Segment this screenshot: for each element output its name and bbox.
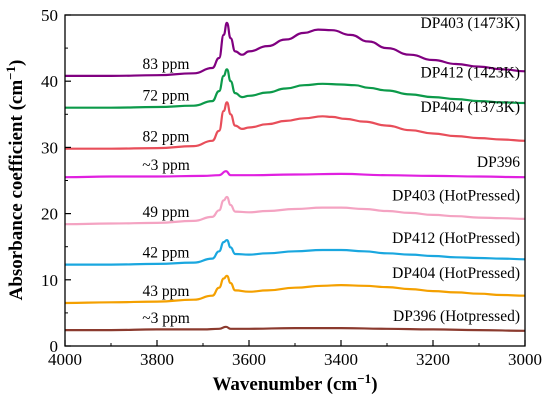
x-axis-title: Wavenumber (cm−1): [212, 371, 377, 395]
ppm-label: 82 ppm: [143, 129, 190, 146]
series-line: [65, 325, 526, 332]
y-tick-label: 10: [41, 271, 58, 290]
y-tick-label: 50: [41, 6, 58, 25]
series-line: [65, 21, 526, 77]
x-tick-label: 3600: [232, 350, 266, 369]
y-tick-label: 40: [41, 72, 58, 91]
ppm-label: ~3 ppm: [142, 310, 190, 327]
x-tick-label: 3200: [416, 350, 450, 369]
series-name-label: DP403 (1473K): [421, 15, 520, 32]
y-tick-label: 30: [41, 138, 58, 157]
x-tick-label: 3000: [508, 350, 542, 369]
x-tick-label: 3800: [140, 350, 174, 369]
plot-series: [64, 21, 526, 332]
series-name-label: DP396 (Hotpressed): [393, 308, 520, 325]
y-tick-label: 0: [50, 337, 59, 356]
series-name-label: DP404 (HotPressed): [392, 265, 520, 282]
y-axis-title: Absorbance coefficient (cm−1): [3, 60, 27, 301]
ppm-label: 83 ppm: [143, 56, 190, 73]
axis-ticks: 4000 3800 3600 3400 3200 3000 0 10 20 30 40 50: [41, 6, 542, 369]
series-line: [65, 239, 526, 266]
ppm-label: 43 ppm: [143, 283, 190, 300]
series-line: [64, 274, 526, 305]
series-line: [64, 195, 526, 226]
ppm-label: 42 ppm: [143, 245, 190, 262]
series-name-label: DP412 (HotPressed): [392, 230, 520, 247]
y-tick-label: 20: [41, 205, 58, 224]
series-line: [65, 101, 526, 150]
ppm-label: ~3 ppm: [142, 157, 190, 174]
ppm-label: 49 ppm: [143, 204, 190, 221]
x-tick-label: 4000: [48, 350, 82, 369]
series-line: [64, 68, 526, 109]
series-line: [64, 170, 526, 179]
series-name-label: DP396: [477, 154, 520, 171]
series-name-label: DP412 (1423K): [421, 65, 520, 82]
series-name-label: DP403 (HotPressed): [392, 188, 520, 205]
series-name-label: DP404 (1373K): [421, 99, 520, 116]
series-labels: 83 ppm DP403 (1473K) 72 ppm DP412 (1423K) 82…: [142, 15, 520, 327]
x-tick-label: 3400: [324, 350, 358, 369]
ppm-label: 72 ppm: [143, 88, 190, 105]
